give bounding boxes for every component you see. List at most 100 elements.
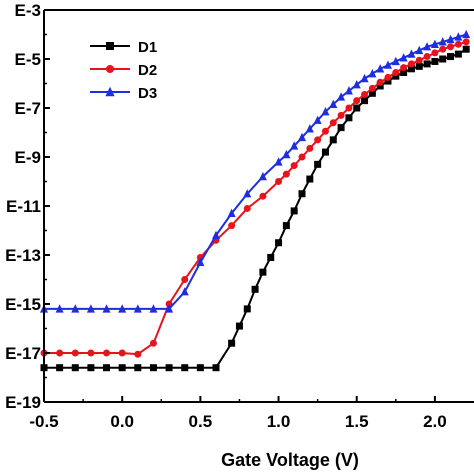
- data-point: [462, 29, 471, 39]
- data-point: [305, 124, 314, 133]
- data-point: [251, 285, 259, 293]
- data-point: [71, 349, 79, 357]
- data-point: [314, 160, 322, 168]
- series-d1: [40, 45, 470, 372]
- data-point: [415, 56, 423, 64]
- data-point: [118, 349, 126, 357]
- data-point: [87, 364, 95, 372]
- legend-item-d3: D3: [90, 85, 157, 102]
- data-point: [376, 78, 384, 86]
- data-point: [400, 64, 408, 72]
- data-point: [353, 104, 361, 112]
- data-point: [446, 34, 455, 44]
- data-point: [454, 50, 462, 58]
- data-point: [431, 49, 439, 57]
- data-point: [290, 141, 299, 150]
- x-tick-label: -0.5: [29, 412, 58, 431]
- data-point: [297, 132, 307, 142]
- data-point: [306, 144, 314, 152]
- data-point: [423, 42, 432, 51]
- data-point: [431, 57, 439, 65]
- legend-item-d1: D1: [90, 39, 157, 56]
- legend: D1 D2 D3: [90, 39, 157, 102]
- data-point: [282, 149, 291, 159]
- data-point: [118, 364, 126, 372]
- data-point: [462, 45, 470, 53]
- data-point: [282, 222, 290, 230]
- data-point: [392, 72, 400, 80]
- data-point: [392, 68, 400, 76]
- axis-layer: -0.5 0.0 0.5 1.0 1.5 2.0 E-3 E-5 E-7 E-9 E-11 E-13 E…: [5, 1, 474, 431]
- x-tick-label: 0.5: [189, 412, 213, 431]
- data-point: [165, 304, 174, 313]
- data-point: [383, 60, 393, 69]
- data-point: [407, 49, 416, 58]
- data-point: [149, 364, 157, 372]
- data-point: [274, 157, 283, 166]
- data-point: [438, 37, 447, 46]
- data-point: [407, 65, 415, 73]
- data-point: [165, 364, 173, 372]
- data-point: [447, 43, 455, 51]
- data-point: [376, 64, 385, 73]
- series-d2: [40, 38, 470, 358]
- series-layer: [39, 29, 471, 372]
- data-point: [384, 77, 392, 85]
- data-point: [352, 80, 361, 89]
- data-point: [243, 305, 251, 313]
- data-point: [447, 53, 455, 61]
- data-point: [329, 119, 337, 127]
- x-tick-label: 1.0: [267, 412, 291, 431]
- data-point: [337, 124, 345, 132]
- data-point: [71, 364, 79, 372]
- data-point: [361, 91, 369, 99]
- data-point: [267, 253, 275, 261]
- x-tick-label: 0.0: [110, 412, 134, 431]
- data-point: [454, 40, 462, 48]
- data-point: [275, 178, 283, 185]
- series-d3: [39, 29, 471, 313]
- data-point: [212, 364, 220, 372]
- y-tick-label: E-13: [5, 246, 41, 265]
- y-tick-label: E-19: [5, 393, 41, 412]
- data-point: [258, 171, 267, 181]
- data-point: [211, 230, 221, 240]
- data-point: [423, 60, 431, 68]
- x-tick-label: 1.5: [345, 412, 369, 431]
- data-point: [282, 170, 290, 178]
- data-point: [290, 207, 298, 215]
- data-point: [133, 304, 142, 313]
- data-point: [56, 349, 64, 357]
- data-point: [353, 97, 361, 105]
- data-point: [134, 350, 142, 358]
- x-tick-label: 2.0: [423, 412, 447, 431]
- data-point: [228, 222, 236, 230]
- y-tick-label: E-9: [15, 148, 41, 167]
- data-point: [321, 107, 330, 116]
- data-point: [227, 208, 236, 218]
- data-point: [462, 38, 470, 46]
- data-point: [337, 111, 345, 119]
- data-point: [329, 99, 338, 108]
- series-line: [44, 40, 467, 356]
- data-point: [180, 287, 189, 296]
- data-point: [329, 136, 337, 144]
- data-point: [454, 32, 463, 41]
- data-point: [243, 204, 251, 212]
- data-point: [415, 45, 424, 55]
- series-line: [44, 48, 467, 369]
- data-point: [243, 189, 252, 198]
- data-point: [439, 45, 447, 53]
- data-point: [87, 349, 95, 357]
- data-point: [321, 148, 329, 156]
- data-point: [181, 364, 189, 372]
- data-point: [196, 364, 204, 372]
- data-point: [134, 364, 142, 372]
- y-tick-label: E-5: [15, 50, 41, 69]
- data-point: [103, 349, 111, 357]
- legend-item-d2: D2: [90, 62, 157, 79]
- y-tick-label: E-11: [6, 197, 41, 216]
- data-point: [360, 73, 369, 83]
- data-point: [314, 136, 322, 144]
